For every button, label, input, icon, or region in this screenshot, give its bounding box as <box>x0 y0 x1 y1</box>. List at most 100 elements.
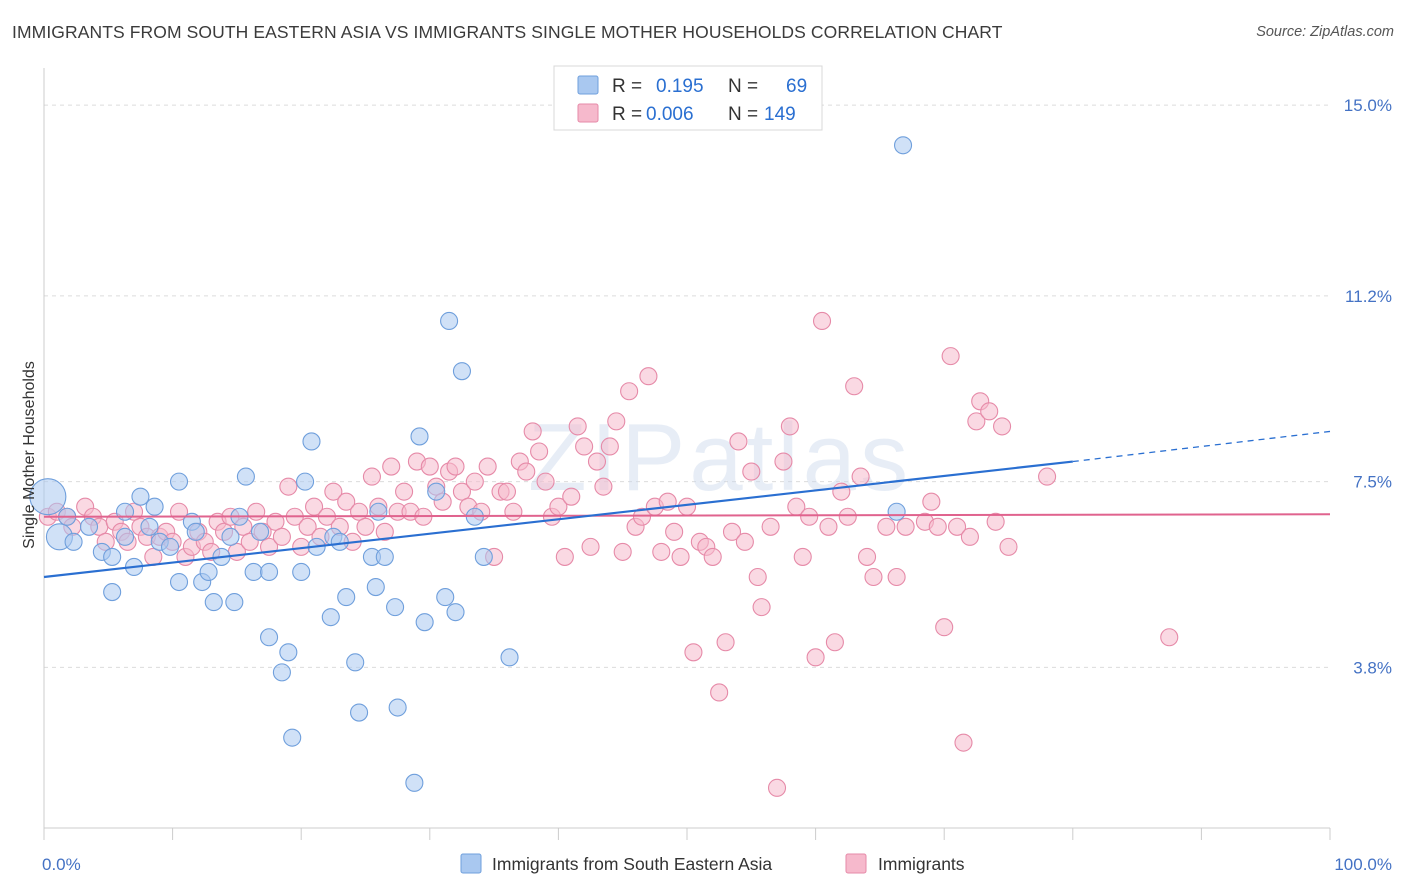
scatter-point <box>838 507 857 526</box>
scatter-point <box>337 588 356 607</box>
legend-r-value-blue: 0.195 <box>656 76 704 97</box>
scatter-point <box>410 427 429 446</box>
scatter-point <box>259 628 279 647</box>
scatter-point <box>388 698 407 717</box>
scatter-point <box>517 462 536 481</box>
scatter-point <box>302 432 321 451</box>
scatter-point <box>272 663 291 682</box>
scatter-point <box>1038 467 1057 486</box>
scatter-point <box>767 778 787 797</box>
scatter-point <box>722 522 742 541</box>
scatter-point <box>896 517 915 536</box>
scatter-point <box>887 567 906 587</box>
scatter-point <box>474 547 493 566</box>
scatter-point <box>186 522 205 541</box>
scatter-point <box>960 527 979 546</box>
scatter-point <box>375 547 394 566</box>
scatter-point <box>716 633 735 652</box>
scatter-point <box>375 522 394 541</box>
scatter-point <box>225 593 244 612</box>
stats-legend: R = 0.195 N = 69 R = 0.006 N = 149 <box>553 65 823 131</box>
legend-n-value-blue: 69 <box>786 76 807 97</box>
scatter-point <box>478 457 497 476</box>
scatter-point <box>594 477 613 496</box>
scatter-point <box>204 593 223 612</box>
scatter-point <box>465 472 484 491</box>
scatter-point <box>296 472 315 491</box>
scatter-point <box>140 517 159 536</box>
scatter-point <box>64 532 83 551</box>
scatter-point <box>652 542 671 561</box>
scatter-point <box>386 598 405 617</box>
scatter-point <box>321 608 340 627</box>
scatter-point <box>665 522 684 541</box>
y-tick-label: 3.8% <box>1353 658 1392 677</box>
scatter-point <box>806 648 825 667</box>
scatter-point <box>607 412 626 431</box>
scatter-point <box>562 487 581 506</box>
scatter-point <box>292 562 311 582</box>
scatter-point <box>812 311 832 331</box>
scatter-point <box>523 422 542 441</box>
scatter-point <box>967 412 986 431</box>
scatter-point <box>581 537 600 556</box>
scatter-point <box>893 136 913 155</box>
scatter-point <box>279 477 298 496</box>
scatter-point <box>620 382 639 401</box>
scatter-point <box>266 512 285 531</box>
scatter-point <box>362 467 381 486</box>
scatter-point <box>369 502 388 521</box>
scatter-point <box>504 502 523 521</box>
scatter-point <box>199 562 218 582</box>
scatter-point <box>954 733 973 752</box>
scatter-point <box>922 492 941 511</box>
scatter-point <box>272 527 291 546</box>
scatter-point <box>298 517 317 536</box>
scatter-point <box>613 542 632 561</box>
legend-bottom-swatch-pink <box>845 853 867 874</box>
scatter-point <box>999 537 1018 556</box>
scatter-point <box>1160 628 1179 647</box>
scatter-point <box>236 467 255 486</box>
scatter-point <box>819 517 838 536</box>
legend-swatch-pink <box>577 103 599 123</box>
trend-lines <box>43 430 1331 579</box>
scatter-point <box>980 402 999 421</box>
scatter-point <box>366 577 385 597</box>
scatter-point <box>729 432 748 451</box>
scatter-point <box>639 367 658 386</box>
series-legend: Immigrants from South Eastern Asia Immig… <box>460 853 965 874</box>
watermark: ZIPatlas <box>528 404 912 511</box>
legend-n-label-blue: N = <box>728 76 758 97</box>
scatter-point <box>742 462 761 481</box>
scatter-point <box>864 567 883 587</box>
scatter-point <box>761 517 780 536</box>
legend-r-value-pink: 0.006 <box>646 104 694 125</box>
scatter-point <box>115 502 135 521</box>
scatter-point <box>452 362 472 381</box>
scatter-point <box>587 452 607 471</box>
scatter-point <box>632 507 652 526</box>
x-tick-label: 0.0% <box>42 855 81 874</box>
axes <box>43 68 1331 840</box>
chart-title: IMMIGRANTS FROM SOUTH EASTERN ASIA VS IM… <box>12 22 1003 42</box>
scatter-point <box>415 613 434 632</box>
scatter-point <box>283 728 302 747</box>
legend-n-label-pink: N = <box>728 104 758 125</box>
scatter-point <box>497 482 517 501</box>
legend-bottom-swatch-blue <box>460 853 482 874</box>
x-tick-labels: 0.0% 100.0% <box>42 855 1392 874</box>
y-tick-label: 15.0% <box>1344 96 1392 115</box>
scatter-point <box>857 547 877 566</box>
scatter-point <box>324 482 343 501</box>
scatter-point <box>832 482 851 501</box>
scatter-point <box>671 547 690 566</box>
pink-series <box>38 311 1179 797</box>
y-tick-label: 7.5% <box>1353 473 1392 492</box>
y-tick-label: 11.2% <box>1345 287 1392 306</box>
scatter-point <box>247 502 266 521</box>
scatter-point <box>568 417 587 436</box>
legend-series-blue: Immigrants from South Eastern Asia <box>492 854 772 874</box>
scatter-point <box>169 472 189 491</box>
scatter-point <box>446 603 465 622</box>
